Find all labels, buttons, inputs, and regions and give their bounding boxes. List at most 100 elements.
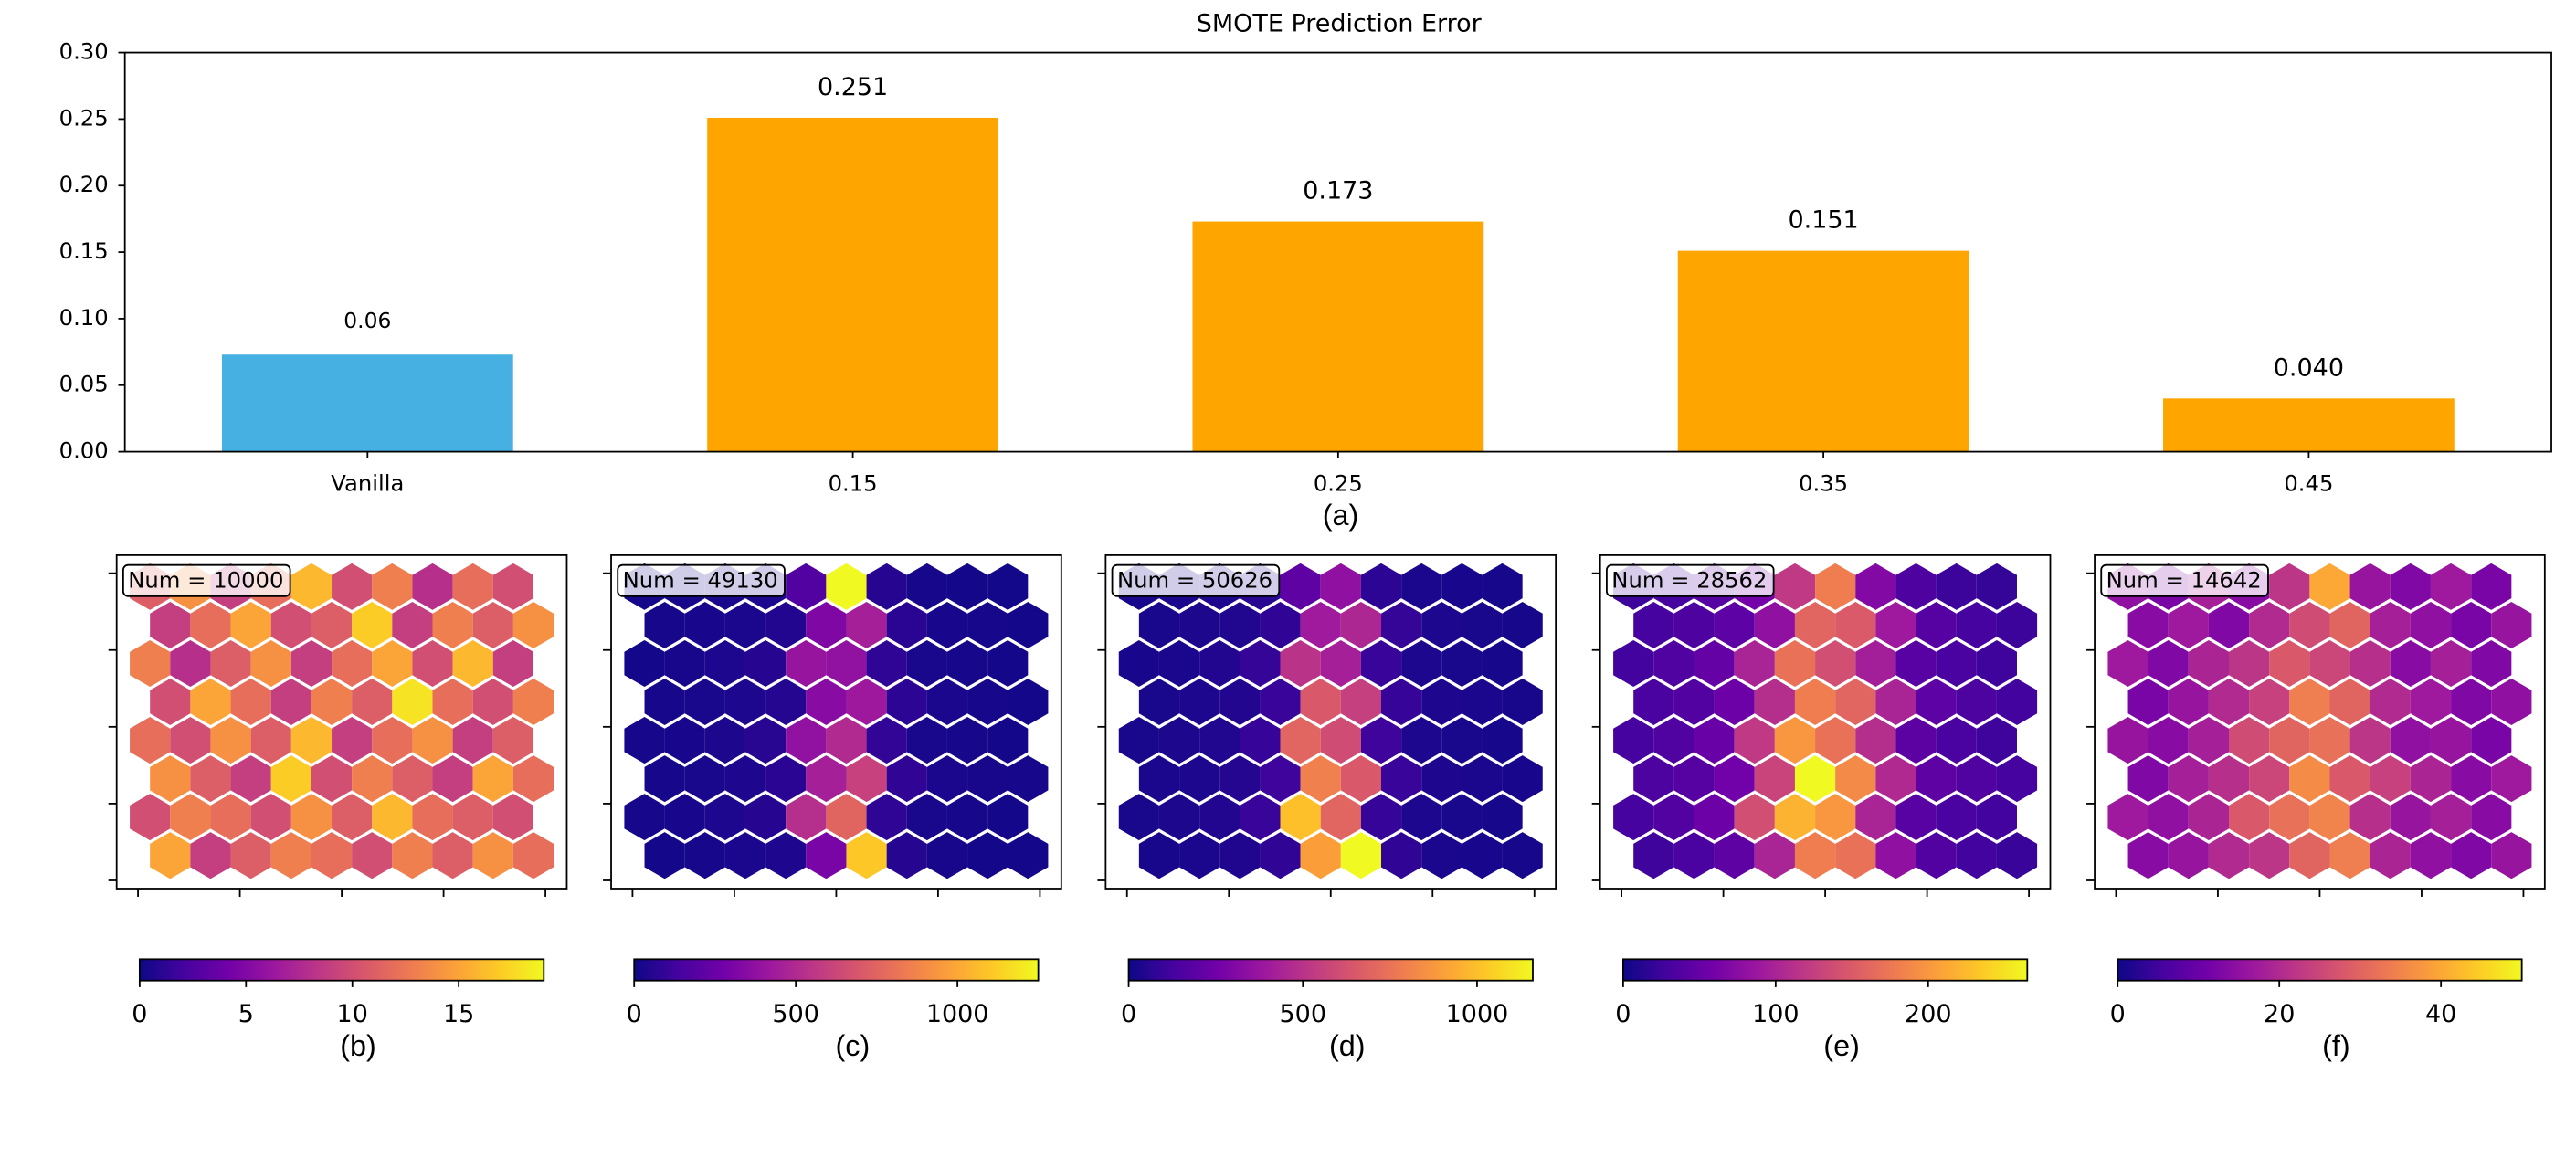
- hex-cell: [866, 794, 907, 841]
- colorbar-tick-label: 0: [1615, 1000, 1631, 1028]
- hex-cell: [2148, 794, 2189, 841]
- hex-cell: [624, 639, 665, 687]
- hex-cell: [866, 639, 907, 687]
- hex-cell: [1956, 832, 1997, 879]
- hex-cell: [2107, 639, 2148, 687]
- hex-cell: [1340, 755, 1381, 803]
- hex-cell: [2249, 755, 2290, 803]
- hex-cell: [2168, 755, 2209, 803]
- hex-cell: [2229, 794, 2270, 841]
- hex-cell: [1300, 755, 1341, 803]
- hex-cell: [846, 832, 887, 879]
- hex-cell: [967, 755, 1008, 803]
- hex-cell: [1320, 563, 1361, 610]
- hex-cell: [352, 832, 393, 879]
- y-tick-label: 0.05: [59, 371, 109, 397]
- hex-cell: [392, 679, 433, 726]
- hex-cell: [2249, 832, 2290, 879]
- hex-cell: [1320, 639, 1361, 687]
- annotation: Num = 14642: [2106, 567, 2262, 594]
- hex-cell: [170, 717, 211, 764]
- hex-cell: [886, 601, 927, 648]
- hex-cell: [512, 832, 554, 879]
- colorbar-tick-label: 0: [132, 1000, 147, 1028]
- hex-cell: [311, 679, 353, 726]
- hex-cell: [1360, 717, 1402, 764]
- hex-cell: [432, 679, 473, 726]
- hex-cell: [2168, 832, 2209, 879]
- hex-cell: [472, 832, 513, 879]
- hex-cell: [1380, 601, 1422, 648]
- hex-cell: [352, 601, 393, 648]
- hex-cell: [1694, 717, 1735, 764]
- hex-cell: [1280, 794, 1321, 841]
- hex-cell: [644, 601, 685, 648]
- hex-cell: [2491, 832, 2532, 879]
- hex-cell: [1360, 639, 1402, 687]
- hex-cell: [1956, 755, 1997, 803]
- hex-cell: [826, 717, 867, 764]
- hex-cell: [1158, 794, 1200, 841]
- hex-cell: [765, 601, 807, 648]
- hex-cell: [250, 639, 291, 687]
- hex-cell: [432, 832, 473, 879]
- hex-cell: [1734, 639, 1775, 687]
- hex-cell: [826, 639, 867, 687]
- hex-cell: [2471, 794, 2512, 841]
- hex-cell: [2471, 639, 2512, 687]
- hex-cell: [412, 794, 453, 841]
- hex-cell: [452, 563, 493, 610]
- hex-cell: [946, 639, 988, 687]
- caption: (d): [1329, 1029, 1366, 1062]
- hex-cell: [2349, 639, 2391, 687]
- hex-cell: [786, 717, 827, 764]
- hex-cell: [644, 832, 685, 879]
- hex-cell: [1199, 794, 1240, 841]
- hex-cell: [1219, 755, 1261, 803]
- hex-cell: [846, 755, 887, 803]
- hex-cell: [250, 717, 291, 764]
- colorbar: [1621, 958, 2029, 982]
- hex-cell: [1462, 755, 1503, 803]
- hex-cell: [270, 601, 311, 648]
- hex-cell: [684, 755, 725, 803]
- hex-cell: [452, 794, 493, 841]
- hex-cell: [664, 794, 705, 841]
- hex-cell: [2229, 639, 2270, 687]
- y-tick-label: 0.20: [59, 171, 109, 197]
- colorbar-tick-label: 10: [337, 1000, 368, 1028]
- caption: (a): [1323, 499, 1359, 532]
- hex-cell: [1633, 832, 1674, 879]
- hex-cell: [1340, 832, 1381, 879]
- hex-cell: [1976, 563, 2017, 610]
- y-tick-label: 0.10: [59, 304, 109, 331]
- hex-cell: [210, 794, 251, 841]
- hex-cell: [1421, 832, 1462, 879]
- hex-cell: [926, 755, 968, 803]
- hex-cell: [1179, 832, 1220, 879]
- hex-cell: [2329, 755, 2370, 803]
- hex-cell: [987, 563, 1029, 610]
- hex-cell: [1794, 601, 1836, 648]
- hex-cell: [472, 755, 513, 803]
- hex-cell: [2370, 832, 2411, 879]
- hex-cell: [2349, 717, 2391, 764]
- hex-cell: [392, 755, 433, 803]
- hex-cell: [2451, 755, 2492, 803]
- hex-cell: [1482, 639, 1523, 687]
- value-label: 0.040: [2274, 353, 2344, 382]
- colorbar-tick-label: 500: [1280, 1000, 1326, 1028]
- annotation: Num = 49130: [623, 567, 778, 594]
- annotation-box: [121, 563, 291, 597]
- hex-cell: [886, 679, 927, 726]
- hex-cell: [1300, 601, 1341, 648]
- hex-cell: [987, 794, 1029, 841]
- hex-cell: [1694, 794, 1735, 841]
- hex-cell: [472, 601, 513, 648]
- hex-cell: [1936, 563, 1977, 610]
- hex-cell: [1875, 832, 1916, 879]
- hex-cell: [664, 639, 705, 687]
- hex-cell: [2107, 717, 2148, 764]
- hex-cell: [2329, 679, 2370, 726]
- hex-cell: [170, 794, 211, 841]
